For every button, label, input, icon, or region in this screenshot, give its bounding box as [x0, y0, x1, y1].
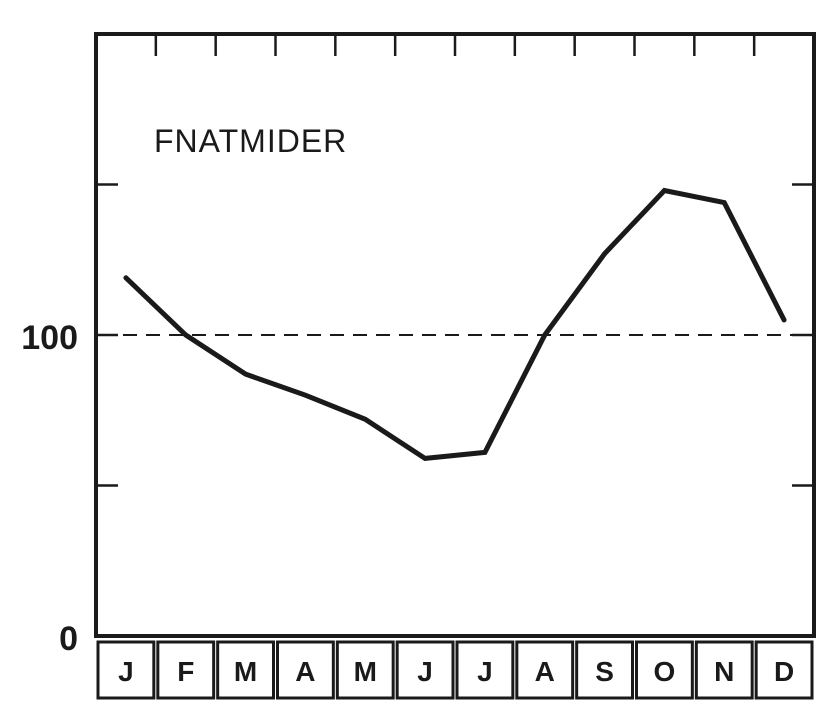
- month-label: M: [354, 656, 377, 687]
- month-box: [635, 640, 694, 700]
- month-label: O: [654, 656, 676, 687]
- month-box: [515, 640, 575, 700]
- month-label: J: [477, 656, 493, 687]
- month-box: [575, 640, 635, 700]
- month-label: J: [118, 656, 134, 687]
- month-label: A: [535, 656, 555, 687]
- month-label: A: [295, 656, 315, 687]
- month-box: [335, 640, 395, 700]
- y-tick-label-100: 100: [21, 319, 78, 357]
- month-box: [96, 640, 156, 700]
- month-box: [216, 640, 276, 700]
- series-group: [123, 187, 787, 461]
- month-label: M: [234, 656, 257, 687]
- month-label: J: [417, 656, 433, 687]
- month-box: [455, 640, 515, 700]
- month-box: [276, 640, 335, 700]
- month-label: F: [177, 656, 194, 687]
- month-label: N: [714, 656, 734, 687]
- series-label: FNATMIDER: [154, 123, 347, 159]
- month-box: [694, 640, 754, 700]
- month-box: [156, 640, 216, 700]
- y-tick-label-0: 0: [59, 620, 78, 658]
- axis-ticks: [96, 34, 814, 487]
- month-label: S: [595, 656, 614, 687]
- series-line: [123, 187, 787, 461]
- month-label: D: [774, 656, 794, 687]
- month-box: [395, 640, 455, 700]
- month-box: [754, 640, 814, 700]
